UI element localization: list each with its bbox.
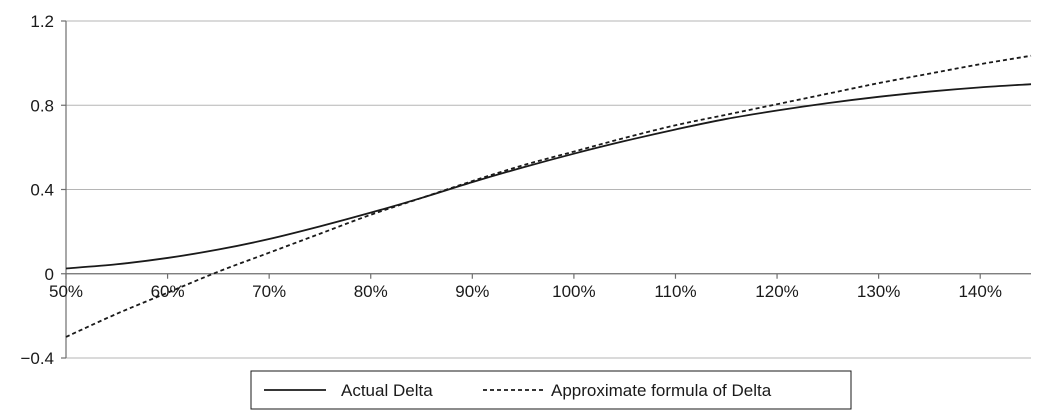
y-tick-label-3: 0.8	[30, 96, 54, 115]
x-tick-label-3: 80%	[354, 282, 388, 301]
x-tick-label-0: 50%	[49, 282, 83, 301]
x-tick-labels: 50% 60% 70% 80% 90% 100% 110% 120% 130% 140%	[49, 282, 1002, 301]
y-tick-label-4: 1.2	[30, 12, 54, 31]
x-tick-label-1: 60%	[151, 282, 185, 301]
legend: Actual Delta Approximate formula of Delt…	[250, 370, 852, 410]
y-tick-label-0: −0.4	[20, 349, 54, 368]
x-tick-label-7: 120%	[755, 282, 798, 301]
y-tick-label-1: 0	[45, 265, 54, 284]
legend-label-approximate-delta: Approximate formula of Delta	[551, 381, 772, 400]
x-tick-label-6: 110%	[654, 282, 696, 301]
x-tick-label-8: 130%	[857, 282, 900, 301]
y-tick-labels: −0.4 0 0.4 0.8 1.2	[20, 12, 54, 368]
x-tick-label-9: 140%	[958, 282, 1001, 301]
axes	[61, 20, 1031, 359]
x-tick-label-5: 100%	[552, 282, 595, 301]
series-line-actual-delta	[65, 83, 1032, 270]
x-tick-label-4: 90%	[455, 282, 489, 301]
legend-label-actual-delta: Actual Delta	[341, 381, 433, 400]
series-line-approximate-delta	[65, 54, 1032, 338]
series-lines	[65, 54, 1032, 338]
legend-box	[250, 370, 852, 410]
y-tick-label-2: 0.4	[30, 181, 54, 200]
x-tick-label-2: 70%	[252, 282, 286, 301]
gridlines	[66, 20, 1031, 359]
